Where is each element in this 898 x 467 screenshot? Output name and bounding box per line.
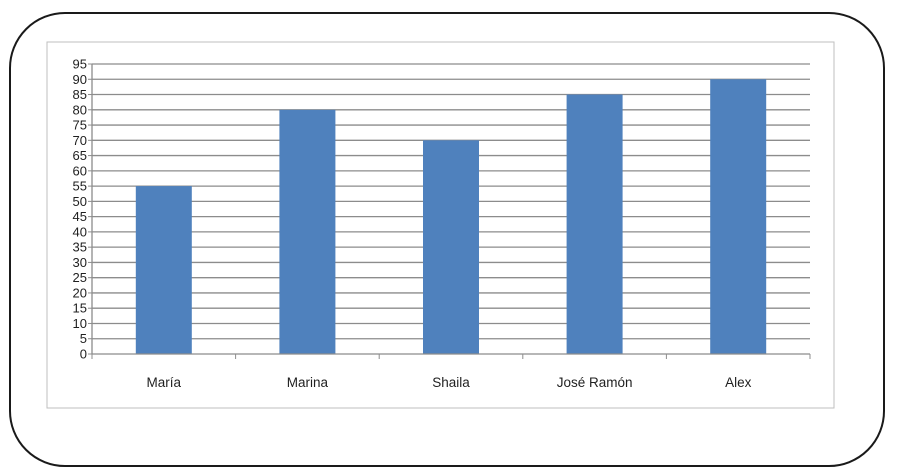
bar-marina bbox=[279, 109, 336, 354]
axes bbox=[88, 63, 811, 359]
category-label: José Ramón bbox=[557, 375, 633, 390]
y-tick-label: 95 bbox=[73, 57, 87, 72]
y-tick-label: 15 bbox=[73, 301, 87, 316]
category-label: María bbox=[147, 375, 182, 390]
y-tick-label: 50 bbox=[73, 194, 87, 209]
y-tick-label: 80 bbox=[73, 102, 87, 117]
y-tick-label: 0 bbox=[80, 347, 87, 362]
y-tick-label: 35 bbox=[73, 240, 87, 255]
y-tick-label: 25 bbox=[73, 270, 87, 285]
category-labels: María Marina Shaila José Ramón Alex bbox=[147, 375, 752, 390]
y-tick-label: 60 bbox=[73, 163, 87, 178]
plot-area-border bbox=[46, 41, 835, 409]
category-label: Alex bbox=[725, 375, 752, 390]
bars bbox=[135, 79, 767, 355]
y-tick-label: 40 bbox=[73, 224, 87, 239]
y-tick-label: 55 bbox=[73, 179, 87, 194]
y-tick-label: 10 bbox=[73, 316, 87, 331]
bar-josé-ramón bbox=[566, 94, 623, 355]
y-tick-label: 70 bbox=[73, 133, 87, 148]
y-tick-label: 75 bbox=[73, 118, 87, 133]
category-label: Shaila bbox=[432, 375, 470, 390]
y-tick-label: 90 bbox=[73, 72, 87, 87]
bar-shaila bbox=[423, 140, 479, 354]
y-tick-label: 85 bbox=[73, 87, 87, 102]
bar-maría bbox=[135, 186, 192, 354]
y-tick-label: 30 bbox=[73, 255, 87, 270]
y-tick-label: 5 bbox=[80, 331, 87, 346]
category-label: Marina bbox=[287, 375, 329, 390]
y-tick-label: 45 bbox=[73, 209, 87, 224]
y-tick-label: 20 bbox=[73, 285, 87, 300]
bar-alex bbox=[710, 79, 767, 355]
y-tick-label: 65 bbox=[73, 148, 87, 163]
